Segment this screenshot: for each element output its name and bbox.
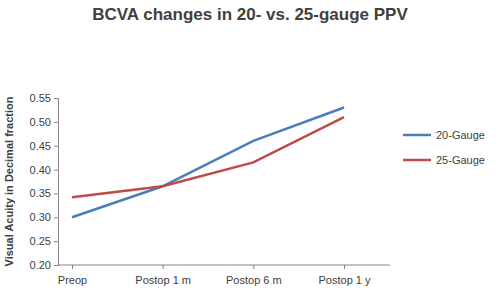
series-line [72, 117, 344, 197]
x-tick-mark [253, 265, 254, 269]
y-tick-mark [54, 146, 58, 147]
y-tick: 0.20 [30, 259, 58, 271]
x-tick: Postop 1 y [319, 265, 371, 286]
y-tick-label: 0.20 [30, 259, 51, 271]
x-tick-mark [163, 265, 164, 269]
x-tick: Postop 6 m [226, 265, 282, 286]
y-tick-label: 0.30 [30, 211, 51, 223]
y-tick-label: 0.25 [30, 235, 51, 247]
x-axis-line [58, 265, 390, 266]
legend-item: 20-Gauge [403, 129, 485, 141]
y-tick-label: 0.35 [30, 187, 51, 199]
y-axis-line [54, 99, 59, 266]
series-line [72, 108, 344, 218]
title: BCVA changes in 20- vs. 25-gauge PPV [92, 5, 408, 24]
legend-key [403, 159, 431, 162]
y-tick: 0.55 [30, 92, 58, 104]
y-tick: 0.25 [30, 235, 58, 247]
y-tick: 0.40 [30, 164, 58, 176]
y-tick-mark [54, 122, 58, 123]
x-tick-label: Postop 1 m [135, 274, 191, 286]
lines [72, 108, 344, 218]
y-tick-mark [54, 265, 58, 266]
y-tick-label: 0.50 [30, 116, 51, 128]
y-tick-mark [54, 217, 58, 218]
plot: 0.20 0.25 0.30 0.35 0.40 0.45 0.50 0.55 Preop Pos… [30, 92, 390, 286]
x-tick: Preop [58, 265, 87, 286]
x-tick-label: Postop 1 y [319, 274, 371, 286]
legend-label: 25-Gauge [436, 154, 485, 166]
y-tick: 0.45 [30, 140, 58, 152]
y-tick: 0.30 [30, 211, 58, 223]
legend-label: 20-Gauge [436, 129, 485, 141]
y-tick-mark [54, 241, 58, 242]
y-tick-mark [54, 193, 58, 194]
y-axis: 0.20 0.25 0.30 0.35 0.40 0.45 0.50 0.55 [30, 92, 59, 271]
y-tick-label: 0.45 [30, 140, 51, 152]
legend-item: 25-Gauge [403, 154, 485, 166]
y-tick-label: 0.55 [30, 92, 51, 104]
x-tick-mark [344, 265, 345, 269]
x-tick: Postop 1 m [135, 265, 191, 286]
legend-key [403, 134, 431, 137]
y-tick-mark [54, 98, 58, 99]
y-tick-label: 0.40 [30, 164, 51, 176]
x-tick-label: Preop [58, 274, 87, 286]
chart: BCVA changes in 20- vs. 25-gauge PPV Visu… [0, 0, 500, 297]
y-tick: 0.35 [30, 187, 58, 199]
x-tick-mark [72, 265, 73, 269]
y-tick: 0.50 [30, 116, 58, 128]
legend: 20-Gauge 25-Gauge [403, 129, 485, 166]
x-axis: Preop Postop 1 m Postop 6 m Postop 1 y [58, 265, 390, 286]
y-tick-mark [54, 170, 58, 171]
x-tick-label: Postop 6 m [226, 274, 282, 286]
y-axis-title: Visual Acuity in Decimal fraction [3, 96, 15, 266]
